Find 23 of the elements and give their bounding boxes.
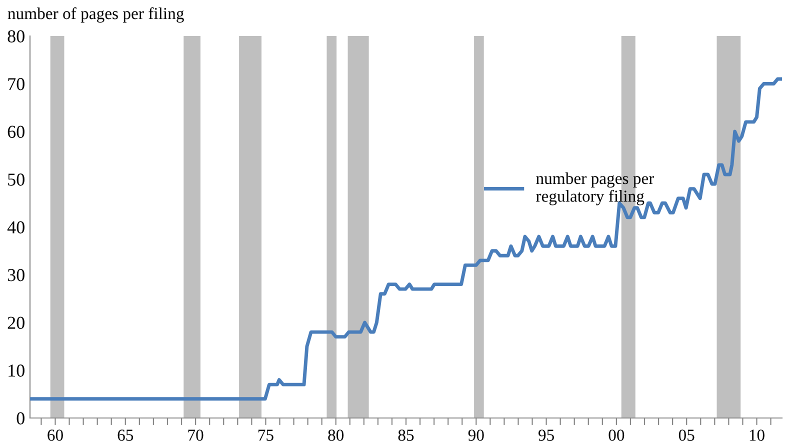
x-tick-label: 90 bbox=[468, 430, 484, 441]
y-tick-label: 0 bbox=[16, 412, 24, 424]
x-tick-label: 60 bbox=[48, 430, 63, 441]
y-tick-label: 10 bbox=[8, 364, 24, 377]
y-axis-title: number of pages per filing bbox=[8, 7, 184, 23]
x-tick-label: 10 bbox=[750, 430, 764, 441]
y-tick-label: 70 bbox=[8, 78, 24, 90]
y-tick-label: 20 bbox=[8, 316, 24, 329]
legend-label: number pages per regulatory filing bbox=[536, 172, 654, 206]
y-tick-label: 30 bbox=[8, 269, 24, 282]
x-tick-label: 05 bbox=[678, 430, 694, 441]
x-tick-label: 75 bbox=[258, 430, 274, 441]
y-tick-label: 60 bbox=[8, 126, 24, 138]
x-tick-label: 65 bbox=[118, 430, 134, 441]
x-tick-label: 95 bbox=[538, 430, 554, 441]
line-series bbox=[30, 77, 782, 401]
x-tick-label: 00 bbox=[608, 430, 624, 441]
x-tick-label: 80 bbox=[328, 430, 344, 441]
y-tick-label: 80 bbox=[8, 30, 24, 42]
y-tick-label: 40 bbox=[7, 221, 24, 234]
y-tick-label: 50 bbox=[8, 174, 24, 186]
x-tick-label: 70 bbox=[188, 430, 204, 441]
x-tick-label: 85 bbox=[398, 430, 414, 441]
